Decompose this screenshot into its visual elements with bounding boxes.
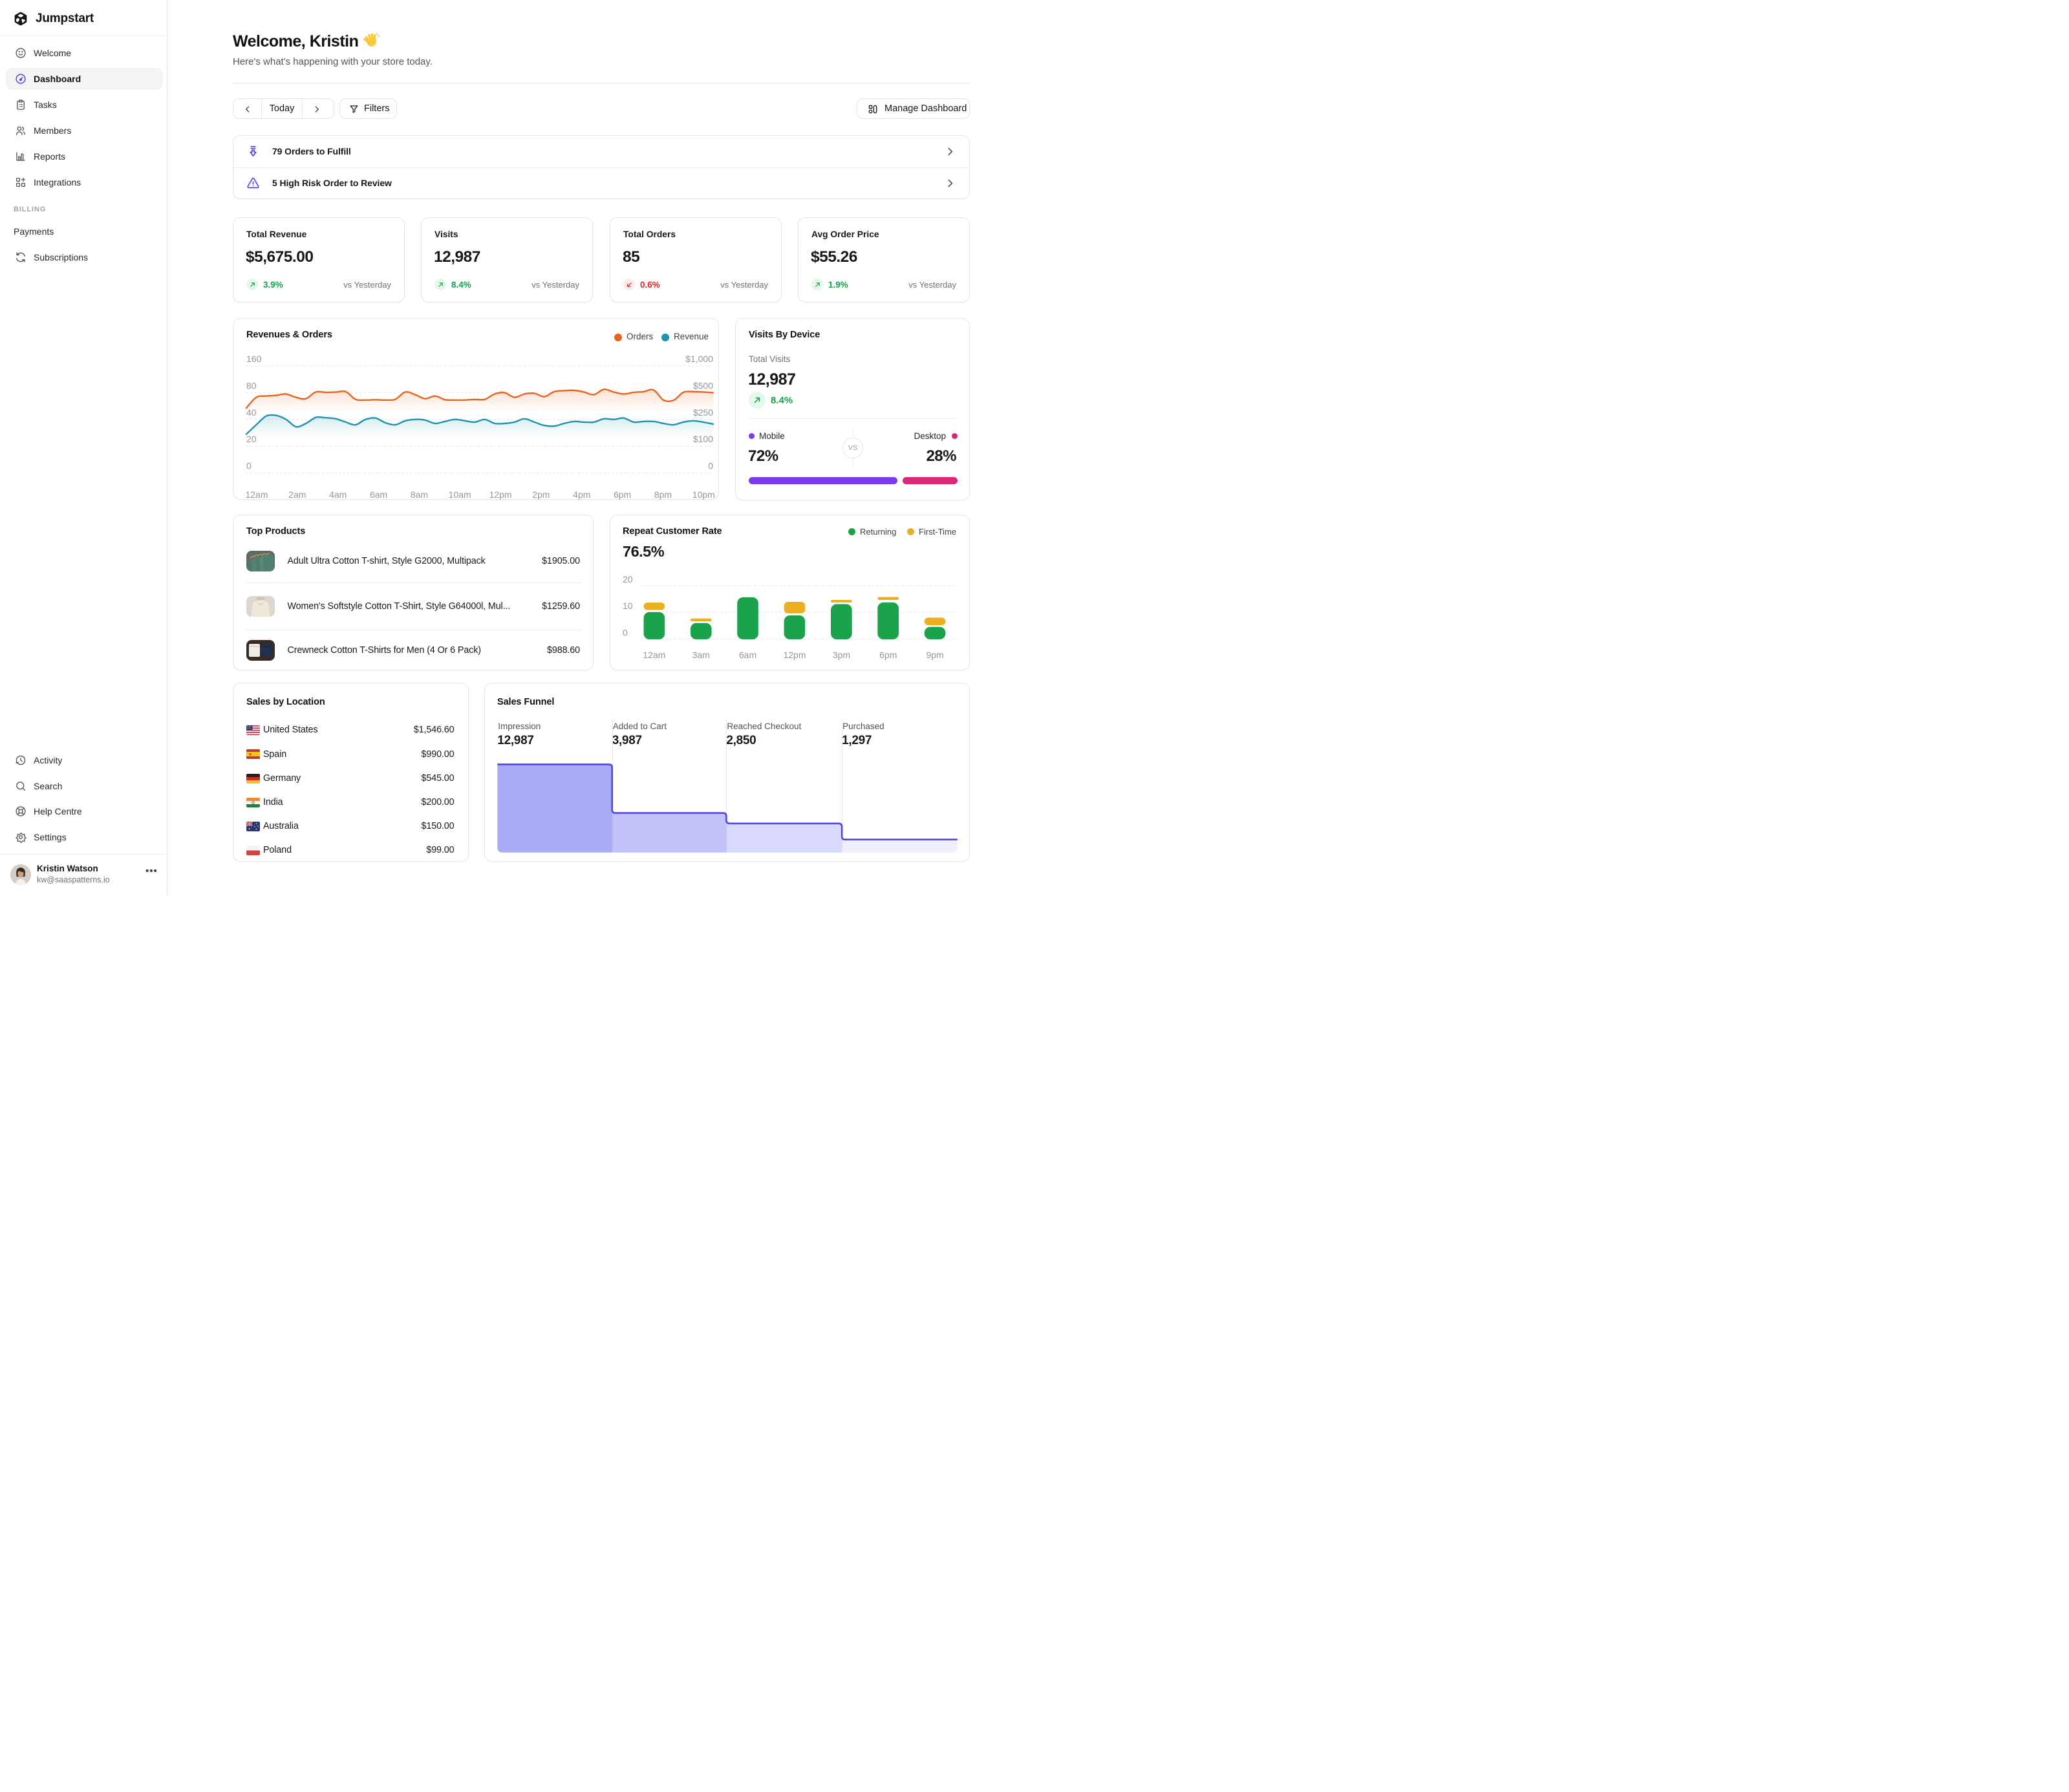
svg-text:3am: 3am [692,650,710,660]
svg-text:$500: $500 [693,380,713,390]
svg-text:80: 80 [246,380,257,390]
svg-text:12am: 12am [245,489,268,500]
svg-text:4am: 4am [329,489,347,500]
svg-text:9pm: 9pm [926,650,943,660]
svg-text:0: 0 [708,461,713,471]
svg-text:3pm: 3pm [833,650,850,660]
svg-text:10am: 10am [449,489,471,500]
svg-text:12am: 12am [643,650,665,660]
svg-text:6am: 6am [370,489,387,500]
svg-text:12pm: 12pm [783,650,806,660]
svg-text:0: 0 [623,628,628,638]
svg-text:$1,000: $1,000 [685,354,713,364]
svg-text:160: 160 [246,354,262,364]
svg-text:10: 10 [623,601,633,611]
svg-text:6pm: 6pm [614,489,631,500]
svg-text:0: 0 [246,461,252,471]
svg-text:20: 20 [623,574,633,584]
svg-text:4pm: 4pm [573,489,590,500]
svg-text:2am: 2am [288,489,306,500]
svg-text:10pm: 10pm [692,489,715,500]
svg-text:8pm: 8pm [654,489,672,500]
svg-text:8am: 8am [411,489,428,500]
svg-text:2pm: 2pm [532,489,550,500]
svg-text:6am: 6am [739,650,756,660]
svg-text:6pm: 6pm [879,650,897,660]
svg-text:12pm: 12pm [489,489,512,500]
